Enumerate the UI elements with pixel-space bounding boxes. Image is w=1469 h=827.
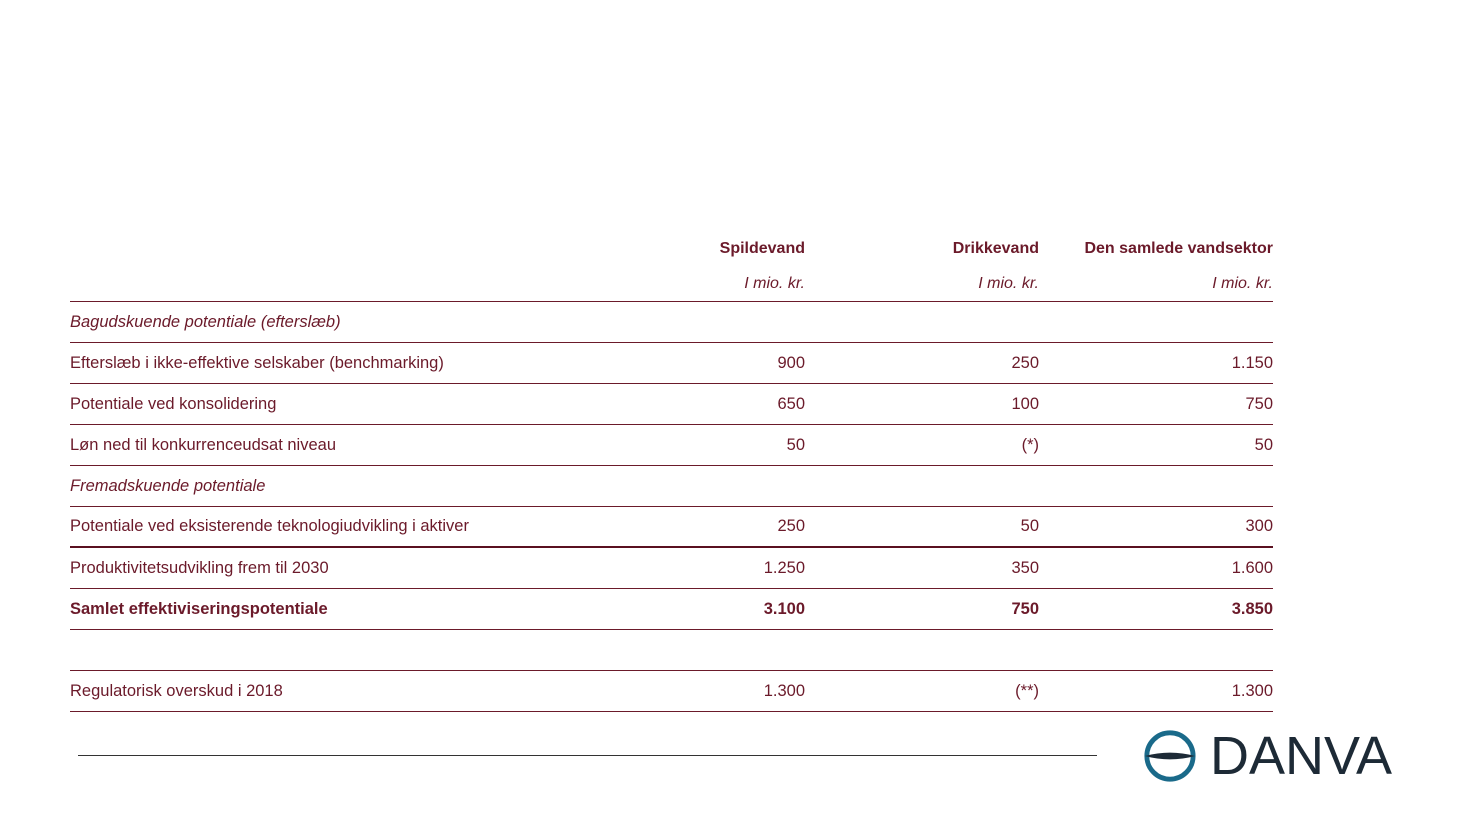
cell-spildevand: 250 (777, 517, 805, 535)
cell-samlede: 1.150 (1231, 353, 1273, 372)
section-row-bagudskuende: Bagudskuende potentiale (efterslæb) (70, 302, 1273, 343)
column-header-drikkevand: Drikkevand (952, 240, 1039, 257)
cell-drikkevand: 250 (1011, 353, 1039, 372)
cell-drikkevand: 100 (1011, 394, 1039, 413)
efficiency-table: Spildevand Drikkevand Den samlede vandse… (70, 232, 1273, 712)
unit-label: I mio. kr. (1212, 274, 1273, 292)
cell-spildevand: 900 (777, 353, 805, 372)
section-row-fremadskuende: Fremadskuende potentiale (70, 466, 1273, 507)
row-label: Løn ned til konkurrenceudsat niveau (70, 435, 336, 454)
cell-drikkevand: 350 (1011, 558, 1039, 577)
table-unit-row: I mio. kr. I mio. kr. I mio. kr. (70, 266, 1273, 302)
table-row: Løn ned til konkurrenceudsat niveau 50 (… (70, 425, 1273, 466)
cell-spildevand: 3.100 (763, 599, 805, 618)
cell-samlede: 3.850 (1231, 599, 1273, 618)
cell-drikkevand: (**) (1015, 681, 1039, 700)
footer-divider (78, 755, 1097, 756)
row-label: Bagudskuende potentiale (efterslæb) (70, 312, 341, 331)
cell-drikkevand: 50 (1020, 517, 1039, 535)
cell-samlede: 300 (1245, 517, 1273, 535)
cell-samlede: 1.300 (1231, 681, 1273, 700)
row-label: Samlet effektiviseringspotentiale (70, 599, 328, 618)
cell-spildevand: 650 (777, 394, 805, 413)
table-row: Regulatorisk overskud i 2018 1.300 (**) … (70, 671, 1273, 712)
row-label: Potentiale ved konsolidering (70, 394, 277, 413)
cell-spildevand: 50 (786, 435, 805, 454)
logo-wordmark: DANVA (1209, 726, 1392, 786)
total-row: Samlet effektiviseringspotentiale 3.100 … (70, 589, 1273, 630)
cell-samlede: 50 (1254, 435, 1273, 454)
column-header-spildevand: Spildevand (719, 240, 805, 257)
table-row: Potentiale ved eksisterende teknologiudv… (70, 507, 1273, 548)
row-label: Regulatorisk overskud i 2018 (70, 681, 283, 700)
table-row: Produktivitetsudvikling frem til 2030 1.… (70, 548, 1273, 589)
table-row: Potentiale ved konsolidering 650 100 750 (70, 384, 1273, 425)
cell-samlede: 1.600 (1231, 558, 1273, 577)
cell-spildevand: 1.250 (763, 558, 805, 577)
danva-logo: DANVA (1142, 727, 1392, 785)
cell-spildevand: 1.300 (763, 681, 805, 700)
unit-label: I mio. kr. (744, 274, 805, 292)
table-header-row: Spildevand Drikkevand Den samlede vandse… (70, 232, 1273, 266)
row-label: Produktivitetsudvikling frem til 2030 (70, 558, 329, 577)
table-row: Efterslæb i ikke-effektive selskaber (be… (70, 343, 1273, 384)
row-label: Potentiale ved eksisterende teknologiudv… (70, 517, 469, 535)
row-label: Fremadskuende potentiale (70, 476, 266, 495)
cell-samlede: 750 (1245, 394, 1273, 413)
column-header-samlede-vandsektor: Den samlede vandsektor (1084, 240, 1273, 257)
unit-label: I mio. kr. (978, 274, 1039, 292)
table-spacer-row (70, 630, 1273, 671)
cell-drikkevand: (*) (1021, 435, 1039, 454)
cell-drikkevand: 750 (1011, 599, 1039, 618)
row-label: Efterslæb i ikke-effektive selskaber (be… (70, 353, 444, 372)
danva-logo-icon (1144, 730, 1196, 782)
